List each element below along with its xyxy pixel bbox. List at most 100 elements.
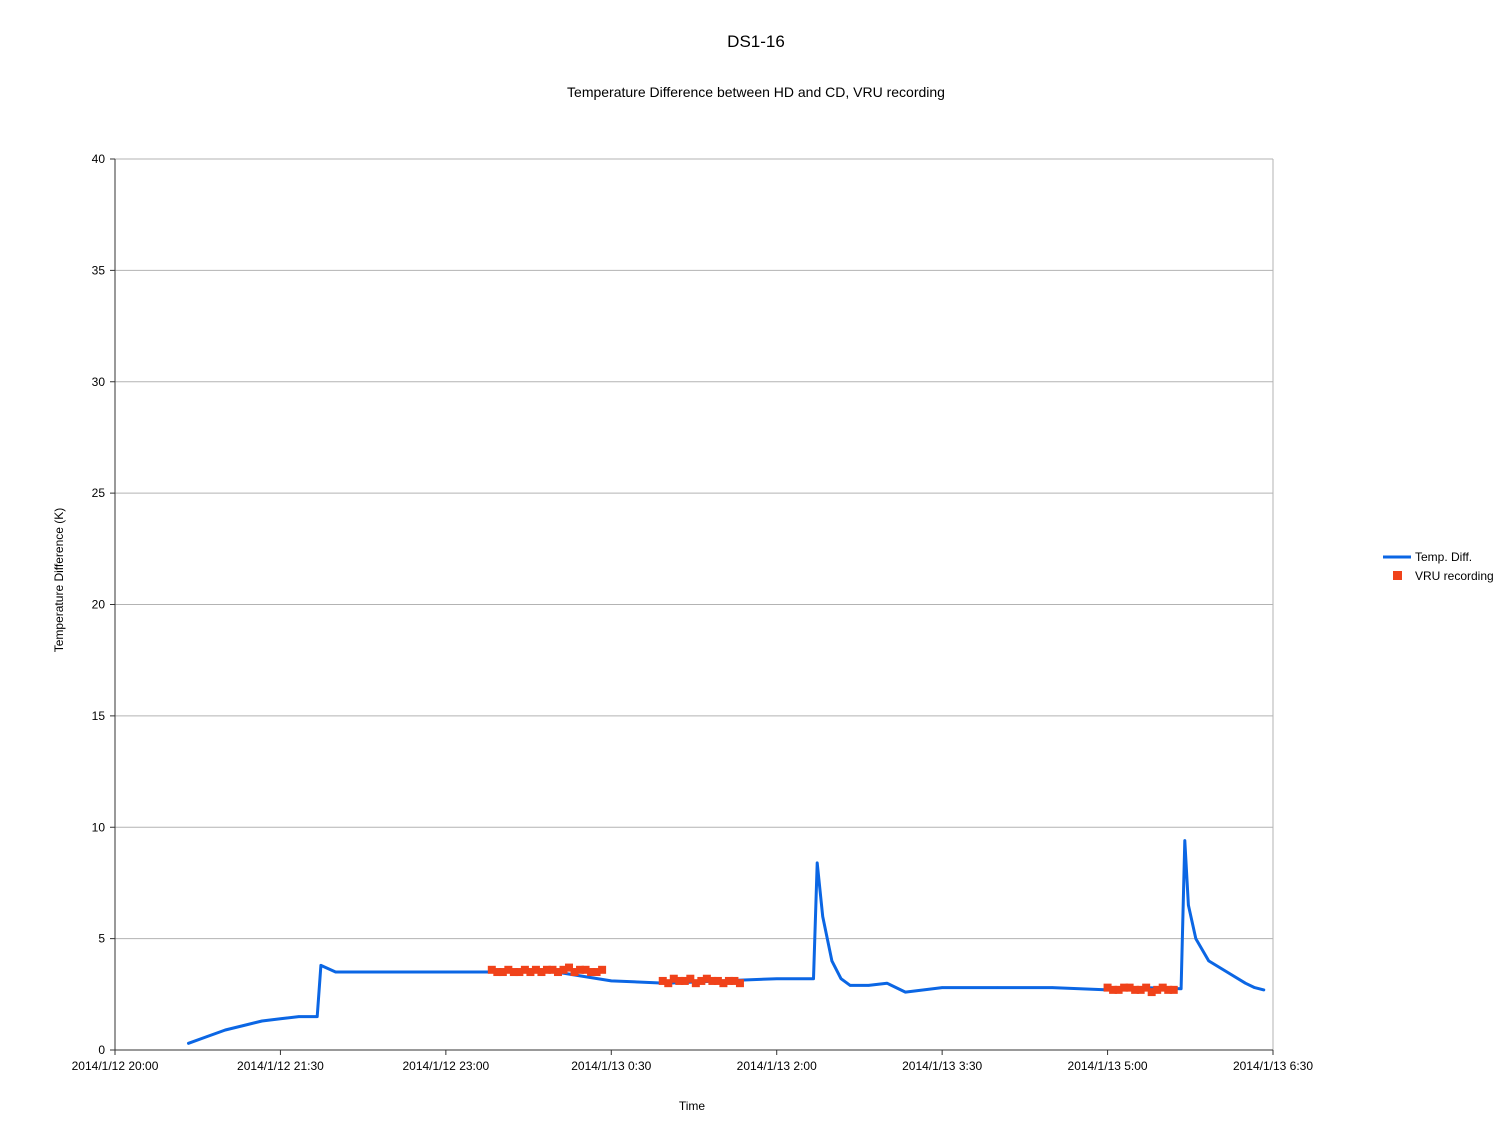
data-point-temp-diff [242,1024,245,1027]
vru-marker [675,976,684,985]
x-tick-label: 2014/1/13 0:30 [571,1059,651,1073]
x-tick-label: 2014/1/13 2:00 [737,1059,817,1073]
vru-marker [1142,983,1151,992]
data-point-temp-diff [1262,988,1266,992]
legend: Temp. Diff. VRU recording [1383,550,1494,583]
y-tick-label: 30 [92,375,106,389]
y-tick-label: 40 [92,152,106,166]
vru-marker [493,968,502,977]
legend-label: Temp. Diff. [1415,550,1472,564]
y-tick-label: 35 [92,263,106,277]
x-axis-ticks: 2014/1/12 20:00 2014/1/12 21:30 2014/1/12 … [72,1050,1313,1073]
vru-marker [724,976,733,985]
vru-marker [548,965,557,974]
legend-label: VRU recording [1415,569,1494,583]
data-point-temp-diff [1183,839,1186,842]
vru-marker [1169,985,1178,994]
data-point-temp-diff [1207,959,1210,963]
x-tick-label: 2014/1/13 6:30 [1233,1059,1313,1073]
vru-marker [559,965,568,974]
vru-marker [1153,985,1162,994]
data-point-temp-diff [1244,981,1247,985]
vru-marker [531,965,540,974]
vru-marker [697,976,706,985]
data-point-temp-diff [812,977,815,980]
vru-marker [669,974,678,983]
vru-marker [691,979,700,988]
data-point-temp-diff [775,977,778,980]
vru-marker [1114,985,1123,994]
data-point-temp-diff [849,984,852,987]
y-axis-label: Temperature Difference (K) [52,508,66,653]
y-tick-label: 5 [98,932,105,946]
x-tick-label: 2014/1/12 20:00 [72,1059,159,1073]
data-point-temp-diff [334,970,337,974]
series-line-temp-diff [187,839,1266,1045]
data-point-temp-diff [610,979,613,983]
vru-marker [719,979,728,988]
vru-marker [542,965,551,974]
vru-marker [553,968,562,977]
plot-area [187,839,1266,1045]
vru-marker [686,974,695,983]
vru-marker [1120,983,1129,992]
data-point-temp-diff [996,986,999,989]
y-axis-ticks: 0 5 10 15 20 25 30 35 40 [92,152,115,1057]
vru-marker [658,976,667,985]
data-point-temp-diff [279,1017,282,1021]
vru-marker [1109,985,1118,994]
data-point-temp-diff [315,1015,319,1018]
data-point-temp-diff [867,984,870,987]
data-point-temp-diff [444,970,448,974]
data-point-temp-diff [1253,986,1256,989]
data-point-temp-diff [940,986,944,989]
vru-marker [504,965,513,974]
data-point-temp-diff [187,1042,190,1045]
x-tick-label: 2014/1/12 21:30 [237,1059,324,1073]
vru-marker [664,979,673,988]
vru-marker [487,965,496,974]
chart-subtitle: Temperature Difference between HD and CD… [567,84,945,100]
vru-marker [581,965,590,974]
y-tick-label: 0 [98,1043,105,1057]
x-tick-label: 2014/1/12 23:00 [402,1059,489,1073]
vru-marker [702,974,711,983]
vru-marker [735,979,744,988]
data-point-temp-diff [389,970,392,974]
vru-marker [570,968,579,977]
data-point-temp-diff [319,964,323,967]
vru-marker [520,965,529,974]
data-point-temp-diff [922,988,925,992]
chart-title: DS1-16 [727,32,785,51]
vru-marker [537,968,546,977]
vru-marker [680,976,689,985]
data-point-temp-diff [1187,904,1190,907]
vru-marker [1164,985,1173,994]
vru-marker [509,968,518,977]
vru-marker [708,976,717,985]
legend-swatch-marker [1393,571,1402,580]
vru-marker [576,965,585,974]
data-point-temp-diff [1051,986,1054,989]
vru-marker [1158,983,1167,992]
x-tick-label: 2014/1/13 5:00 [1068,1059,1148,1073]
y-tick-label: 10 [92,820,106,834]
x-tick-label: 2014/1/13 3:30 [902,1059,982,1073]
vru-marker [713,976,722,985]
vru-marker [1125,983,1134,992]
y-tick-label: 25 [92,486,106,500]
grid-lines [115,158,1273,940]
data-point-temp-diff [821,915,824,918]
vru-marker [1131,985,1140,994]
y-tick-label: 20 [92,598,106,612]
vru-marker [1136,985,1145,994]
y-tick-label: 15 [92,709,106,723]
vru-marker [1103,983,1112,992]
data-point-temp-diff [1179,987,1183,990]
vru-marker [592,968,601,977]
data-point-temp-diff [205,1035,209,1038]
vru-marker [498,968,507,977]
data-point-temp-diff [830,959,834,963]
data-point-temp-diff [224,1028,227,1032]
